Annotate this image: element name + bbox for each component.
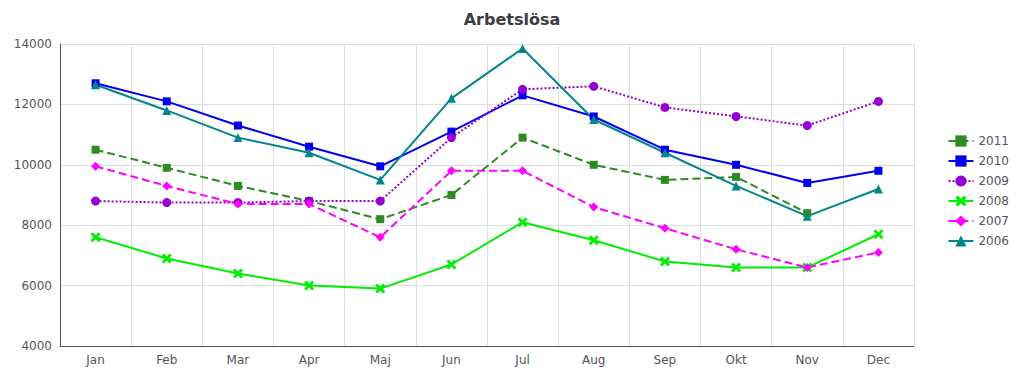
svg-text:6000: 6000 bbox=[21, 279, 52, 293]
svg-text:14000: 14000 bbox=[14, 37, 52, 51]
svg-text:2007: 2007 bbox=[978, 214, 1009, 228]
svg-text:Apr: Apr bbox=[299, 353, 320, 367]
svg-text:12000: 12000 bbox=[14, 97, 52, 111]
svg-text:Dec: Dec bbox=[867, 353, 890, 367]
svg-text:Sep: Sep bbox=[654, 353, 677, 367]
svg-text:8000: 8000 bbox=[21, 218, 52, 232]
svg-text:4000: 4000 bbox=[21, 339, 52, 353]
svg-text:Okt: Okt bbox=[726, 353, 747, 367]
svg-text:Arbetslösa: Arbetslösa bbox=[464, 10, 561, 29]
svg-text:Feb: Feb bbox=[156, 353, 177, 367]
svg-text:2011: 2011 bbox=[978, 134, 1009, 148]
svg-text:Maj: Maj bbox=[370, 353, 391, 367]
svg-text:Jul: Jul bbox=[514, 353, 529, 367]
svg-text:2009: 2009 bbox=[978, 174, 1009, 188]
svg-text:Mar: Mar bbox=[227, 353, 250, 367]
svg-text:2010: 2010 bbox=[978, 154, 1009, 168]
svg-text:10000: 10000 bbox=[14, 158, 52, 172]
svg-text:2006: 2006 bbox=[978, 234, 1009, 248]
svg-text:Jun: Jun bbox=[441, 353, 461, 367]
svg-text:2008: 2008 bbox=[978, 194, 1009, 208]
svg-text:Jan: Jan bbox=[85, 353, 105, 367]
svg-text:Aug: Aug bbox=[582, 353, 605, 367]
svg-text:Nov: Nov bbox=[796, 353, 819, 367]
